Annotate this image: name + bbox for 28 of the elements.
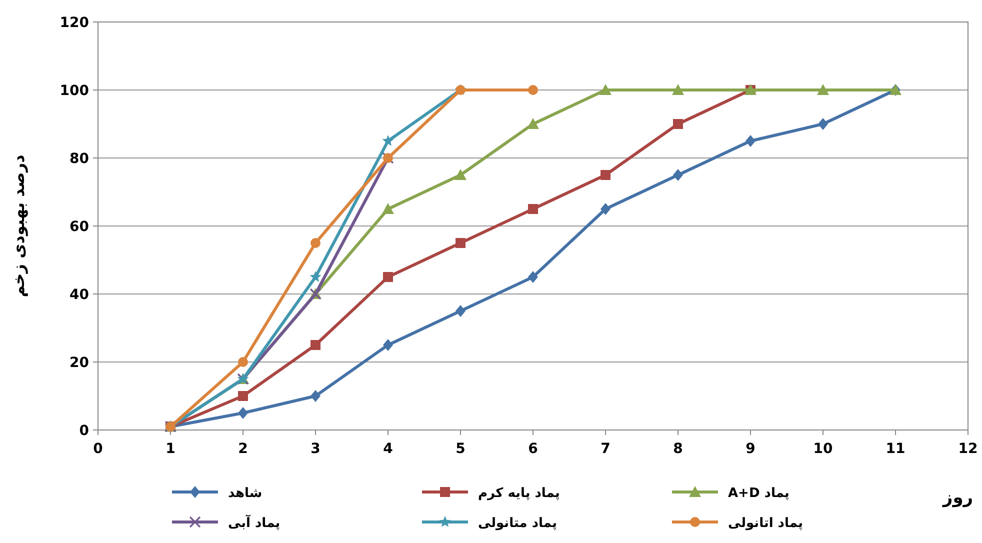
x-tick-label: 12	[958, 441, 978, 457]
x-tick-label: 8	[673, 441, 683, 457]
y-tick-label: 80	[70, 151, 90, 167]
y-tick-label: 120	[60, 15, 90, 31]
legend-label: پماد A+D	[728, 486, 790, 501]
y-tick-label: 100	[60, 83, 90, 99]
y-tick-label: 40	[70, 287, 90, 303]
legend-label: شاهد	[228, 486, 262, 501]
x-tick-label: 10	[813, 441, 833, 457]
legend-label: پماد پایه کرم	[478, 486, 560, 501]
x-tick-label: 6	[528, 441, 538, 457]
x-tick-label: 3	[310, 441, 320, 457]
x-tick-label: 11	[886, 441, 906, 457]
x-tick-label: 1	[166, 441, 176, 457]
y-tick-label: 0	[79, 423, 90, 439]
x-axis-title: روز	[942, 488, 974, 508]
x-tick-label: 7	[600, 441, 610, 457]
x-tick-label: 2	[238, 441, 248, 457]
x-tick-label: 5	[456, 441, 466, 457]
legend-label: پماد متانولی	[478, 516, 557, 531]
legend-label: پماد اتانولی	[728, 516, 803, 531]
y-tick-label: 20	[70, 355, 90, 371]
x-tick-label: 4	[383, 441, 394, 457]
y-axis-title: درصد بهبودی زخم	[9, 154, 28, 298]
y-tick-label: 60	[70, 219, 90, 235]
x-tick-label: 9	[746, 441, 756, 457]
legend-label: پماد آبی	[228, 514, 280, 531]
x-tick-label: 0	[93, 441, 104, 457]
